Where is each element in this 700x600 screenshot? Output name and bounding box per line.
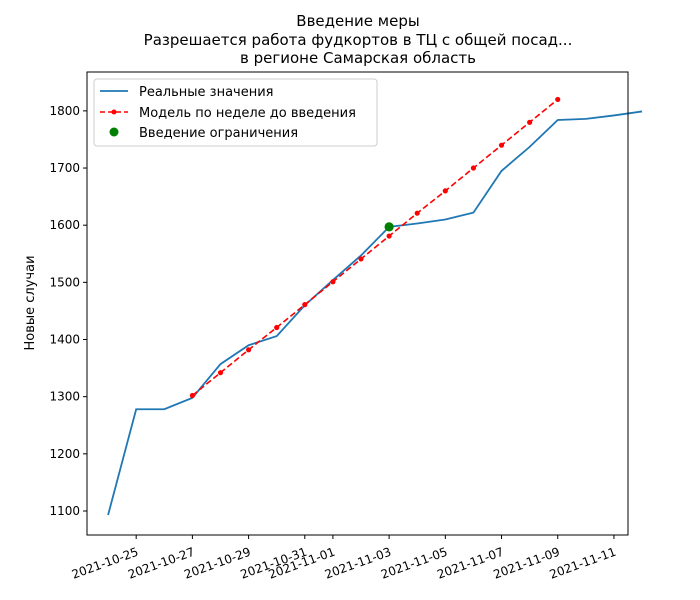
plot-area xyxy=(87,72,628,535)
model-point xyxy=(386,233,392,239)
y-tick-label: 1700 xyxy=(49,161,80,175)
legend-label-model: Модель по неделе до введения xyxy=(139,106,356,121)
restriction-point xyxy=(384,222,394,232)
y-tick-label: 1400 xyxy=(49,333,80,347)
plot-frame xyxy=(86,71,629,536)
series-line-model xyxy=(191,98,559,397)
model-point xyxy=(274,324,280,331)
x-axis: 2021-10-252021-10-272021-10-292021-10-31… xyxy=(70,535,618,582)
model-point xyxy=(442,188,448,194)
model-point xyxy=(245,347,252,353)
chart-title: Введение меры Разрешается работа фудкорт… xyxy=(144,12,573,67)
legend-swatch-model-marker xyxy=(111,109,117,115)
y-axis: 1100 1200 1300 1400 1500 1600 1700 1800 xyxy=(49,104,87,518)
series-layer xyxy=(107,96,643,516)
model-point xyxy=(527,119,533,125)
legend-swatch-restriction xyxy=(109,127,119,137)
legend-label-real: Реальные значения xyxy=(139,85,274,100)
chart-title-line-1: Введение меры xyxy=(296,12,419,30)
model-point xyxy=(189,392,195,399)
y-tick-label: 1100 xyxy=(49,504,80,518)
y-tick-label: 1500 xyxy=(49,275,80,289)
model-point xyxy=(330,279,336,285)
chart-title-line-3: в регионе Самарская область xyxy=(240,49,476,67)
model-point xyxy=(414,210,420,216)
model-point xyxy=(217,370,224,376)
model-point xyxy=(302,302,308,308)
legend: Реальные значения Модель по неделе до вв… xyxy=(93,78,378,147)
chart-title-line-2: Разрешается работа фудкортов в ТЦ с обще… xyxy=(144,31,573,49)
y-tick-label: 1800 xyxy=(49,104,80,118)
y-tick-label: 1600 xyxy=(49,218,80,232)
legend-box xyxy=(93,78,378,147)
y-axis-label: Новые случаи xyxy=(23,255,38,350)
y-tick-label: 1300 xyxy=(49,390,80,404)
model-point xyxy=(358,256,364,262)
model-point xyxy=(498,142,505,148)
model-point xyxy=(470,165,477,171)
model-point xyxy=(555,96,561,103)
legend-label-restriction: Введение ограничения xyxy=(139,126,298,141)
y-tick-label: 1200 xyxy=(49,447,80,461)
